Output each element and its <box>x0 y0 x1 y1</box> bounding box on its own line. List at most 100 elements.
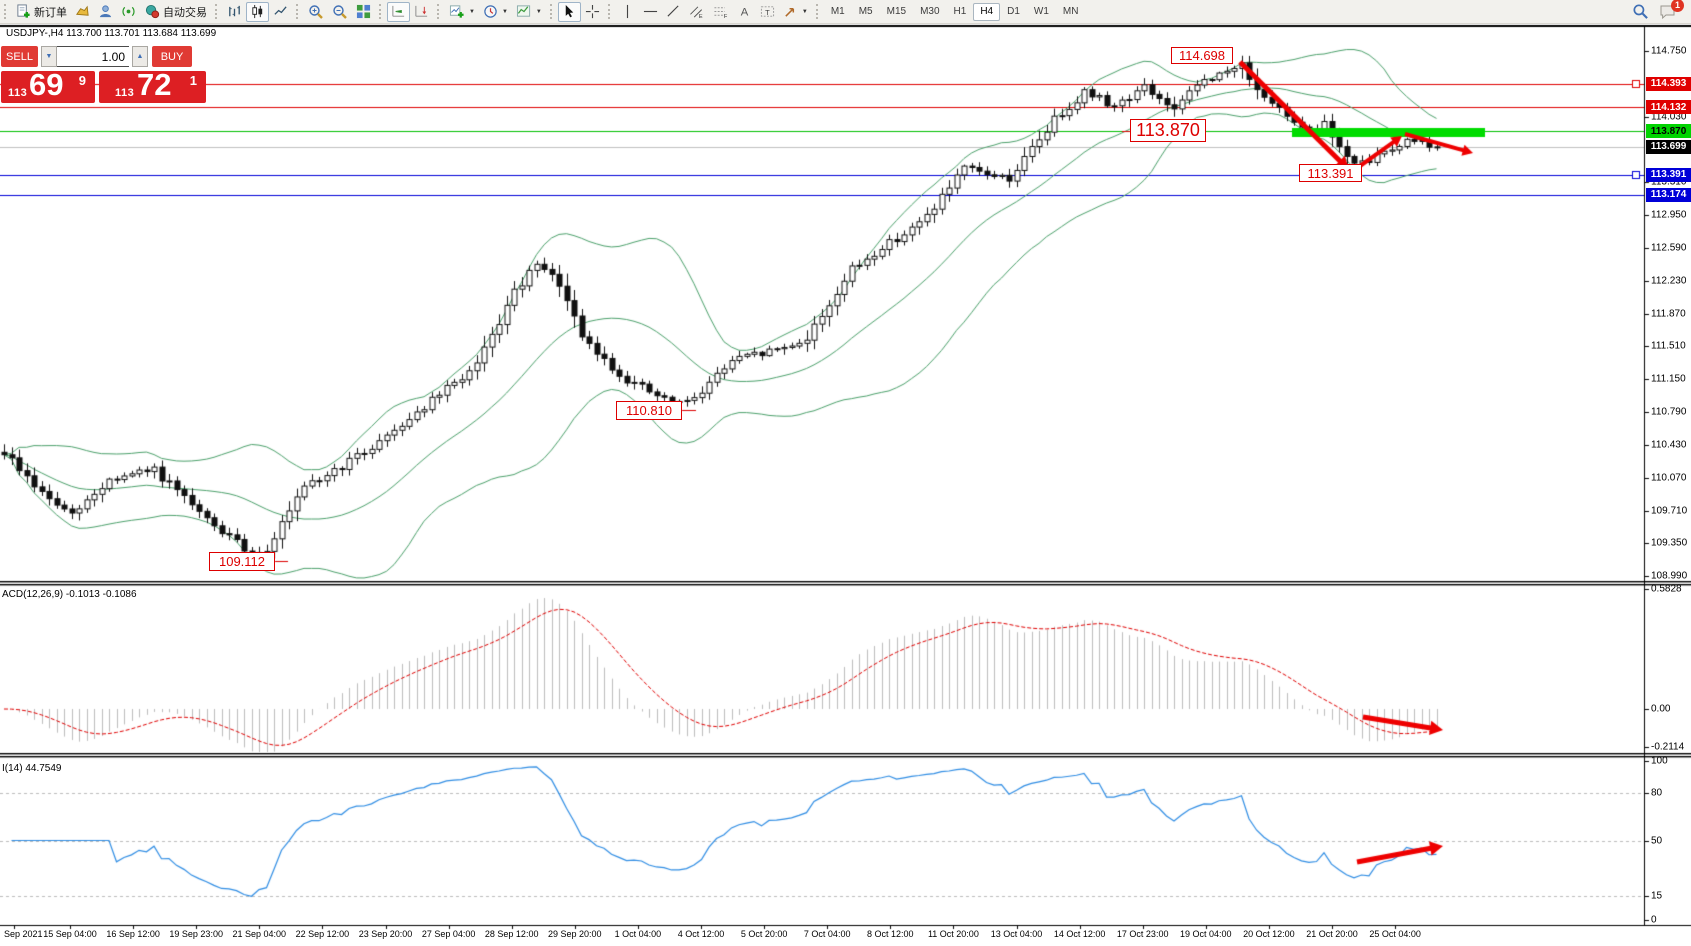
template-button[interactable]: ▼ <box>512 2 546 22</box>
price-label-114698[interactable]: 114.698 <box>1171 47 1233 64</box>
price-label-109112[interactable]: 109.112 <box>209 552 275 571</box>
candlestick-chart-button[interactable] <box>246 1 269 22</box>
crosshair-button[interactable] <box>581 2 604 22</box>
price-label-113391[interactable]: 113.391 <box>1299 164 1362 182</box>
toolbar-grip <box>379 4 383 19</box>
time-label: 17 Oct 23:00 <box>1116 929 1169 939</box>
macd-tick: 0.00 <box>1651 703 1671 715</box>
timeframe-h1[interactable]: H1 <box>953 6 967 17</box>
add-indicator-button[interactable]: ▼ <box>445 2 479 22</box>
volume-decrease-button[interactable]: ▼ <box>41 46 57 67</box>
time-label: 5 Oct 20:00 <box>740 929 788 939</box>
toolbar-right: 1 <box>1632 0 1684 20</box>
cursor-button[interactable] <box>557 1 581 22</box>
price-badge-114.393: 114.393 <box>1646 76 1691 91</box>
horizontal-line-button[interactable] <box>639 2 662 22</box>
volume-increase-button[interactable]: ▲ <box>132 46 148 67</box>
timeframe-group: M1 M5 M15 M30 H1 H4 D1 W1 MN <box>824 2 1086 21</box>
timeframe-m5[interactable]: M5 <box>858 6 873 17</box>
time-label: 29 Sep 20:00 <box>548 929 602 939</box>
svg-text:F: F <box>724 14 728 19</box>
dropdown-caret: ▼ <box>535 8 542 15</box>
arrows-button[interactable]: ▼ <box>779 2 812 22</box>
chart-canvas[interactable] <box>0 24 1691 946</box>
line-chart-button[interactable] <box>269 2 292 22</box>
price-tick: 110.070 <box>1651 472 1687 484</box>
time-label: 21 Oct 20:00 <box>1306 929 1358 939</box>
time-label: 19 Sep 23:00 <box>169 929 223 939</box>
signals-button[interactable] <box>117 2 140 22</box>
auto-scroll-button[interactable] <box>387 1 410 22</box>
dropdown-caret: ▼ <box>469 8 475 15</box>
time-label: 15 Sep 04:00 <box>43 929 97 939</box>
rsi-tick: 15 <box>1651 890 1663 902</box>
search-icon[interactable] <box>1632 3 1649 20</box>
timeframe-h4[interactable]: H4 <box>973 2 1001 21</box>
chart-shift-button[interactable] <box>410 2 433 22</box>
time-label: 4 Oct 12:00 <box>677 929 725 939</box>
fibonacci-button[interactable]: F <box>709 2 733 22</box>
buy-price-prefix: 113 <box>115 87 135 99</box>
vertical-line-button[interactable] <box>616 2 639 22</box>
auto-trading-button[interactable]: 自动交易 <box>140 2 211 22</box>
new-order-label: 新订单 <box>34 6 67 19</box>
volume-input[interactable] <box>57 46 129 67</box>
price-label-110810[interactable]: 110.810 <box>616 401 682 420</box>
sell-price-prefix: 113 <box>8 87 28 99</box>
svg-text:A: A <box>741 7 749 19</box>
toolbar-grip <box>4 4 8 19</box>
zoom-in-button[interactable] <box>304 2 328 22</box>
price-tick: 112.230 <box>1651 275 1687 287</box>
time-label: 27 Sep 04:00 <box>421 929 476 939</box>
timeframe-m1[interactable]: M1 <box>830 6 845 17</box>
time-label: 25 Oct 04:00 <box>1369 929 1421 939</box>
profile-button[interactable] <box>94 2 117 22</box>
rsi-tick: 80 <box>1651 787 1663 799</box>
macd-tick: 0.5828 <box>1651 583 1682 595</box>
trendline-button[interactable] <box>662 2 685 22</box>
new-order-button[interactable]: 新订单 <box>12 2 71 22</box>
price-badge-113.391: 113.391 <box>1646 167 1691 182</box>
buy-button[interactable]: BUY <box>152 46 192 67</box>
toolbar-grip <box>549 4 554 19</box>
buy-price-box[interactable]: 113 72 1 <box>99 67 206 103</box>
macd-tick: -0.2114 <box>1651 741 1685 753</box>
styles-button[interactable] <box>71 2 94 22</box>
time-label: 1 Oct 04:00 <box>614 929 662 939</box>
zoom-out-button[interactable] <box>328 2 352 22</box>
rsi-tick: 0 <box>1651 914 1657 926</box>
price-badge-113.870: 113.870 <box>1646 124 1691 139</box>
toolbar-grip <box>215 4 219 19</box>
price-tick: 110.790 <box>1651 406 1687 418</box>
bar-chart-button[interactable] <box>223 2 246 22</box>
text-label-button[interactable]: T <box>756 2 779 22</box>
auto-trading-label: 自动交易 <box>163 6 207 19</box>
time-label: 19 Oct 04:00 <box>1180 929 1232 939</box>
dropdown-caret: ▼ <box>801 8 808 15</box>
toolbar-grip <box>815 4 820 19</box>
price-tick: 112.590 <box>1651 242 1687 254</box>
price-tick: 112.950 <box>1651 209 1687 221</box>
sell-button[interactable]: SELL <box>1 46 38 67</box>
time-label: 22 Sep 12:00 <box>295 929 350 939</box>
toolbar-grip <box>296 4 300 19</box>
tile-windows-button[interactable] <box>352 2 375 22</box>
equidistant-channel-button[interactable]: E <box>685 2 709 22</box>
period-button[interactable]: ▼ <box>479 2 512 22</box>
buy-price-pip: 1 <box>189 73 197 88</box>
price-label-113870[interactable]: 113.870 <box>1130 119 1206 142</box>
auto-trading-icon <box>144 4 160 19</box>
price-tick: 110.430 <box>1651 439 1687 451</box>
rsi-tick: 50 <box>1651 835 1663 846</box>
timeframe-w1[interactable]: W1 <box>1033 6 1049 17</box>
time-label: 13 Oct 04:00 <box>990 929 1043 939</box>
timeframe-mn[interactable]: MN <box>1062 6 1079 17</box>
timeframe-m15[interactable]: M15 <box>886 6 907 17</box>
sell-price-box[interactable]: 113 69 9 <box>1 67 95 103</box>
timeframe-m30[interactable]: M30 <box>920 6 940 17</box>
chat-button[interactable]: 1 <box>1659 0 1684 20</box>
time-label: 8 Oct 12:00 <box>867 929 914 939</box>
timeframe-d1[interactable]: D1 <box>1007 6 1020 17</box>
text-button[interactable]: A <box>733 2 756 22</box>
rsi-tick: 100 <box>1651 755 1668 767</box>
